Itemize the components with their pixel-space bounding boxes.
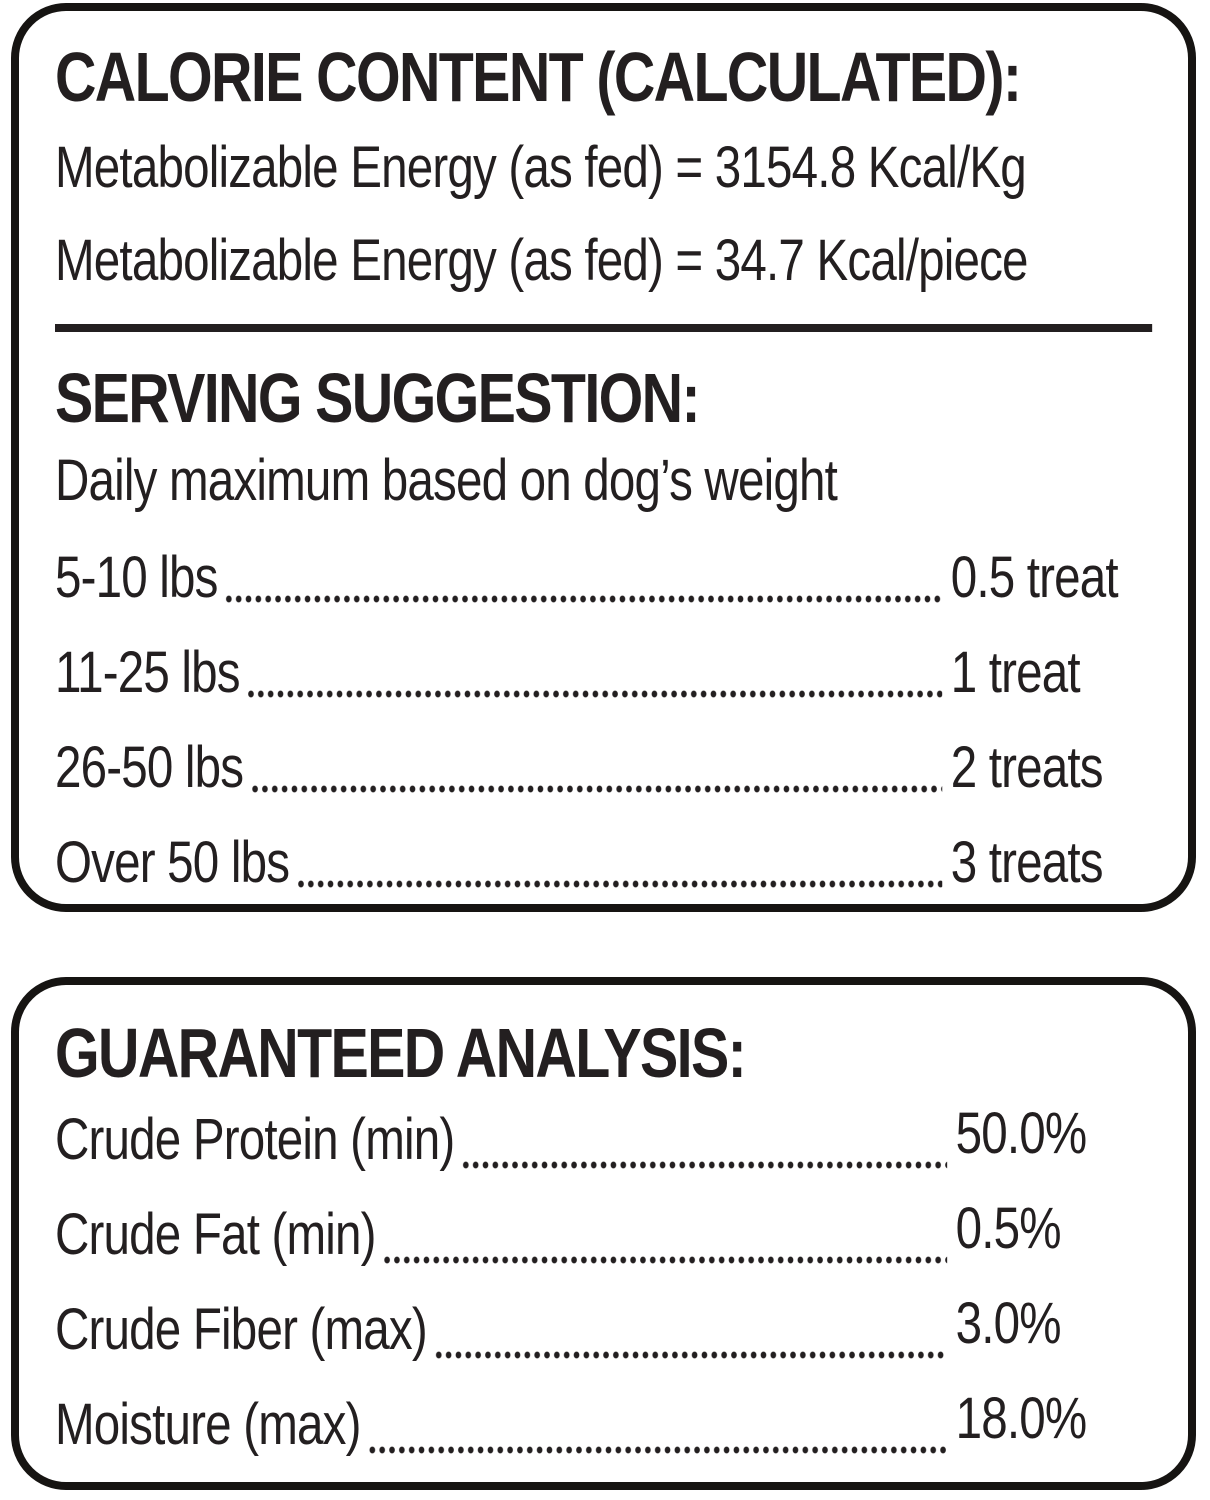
- nutrient-percentage-value: 50.0%: [955, 1101, 1088, 1166]
- weight-range-label: 11-25 lbs: [55, 640, 241, 705]
- section-divider: [55, 324, 1153, 332]
- dot-leader: [433, 1349, 948, 1361]
- treat-count-value: 0.5 treat: [950, 545, 1119, 610]
- nutrient-label: Crude Protein (min): [55, 1107, 455, 1172]
- serving-row: 5-10 lbs 0.5 treat: [55, 544, 1152, 611]
- treat-count-value: 1 treat: [950, 640, 1081, 705]
- calorie-content-panel: CALORIE CONTENT (CALCULATED): Metaboliza…: [11, 3, 1196, 912]
- serving-suggestion-subtitle: Daily maximum based on dog’s weight: [55, 448, 838, 513]
- guaranteed-analysis-title: GUARANTEED ANALYSIS:: [55, 1014, 747, 1092]
- serving-row: Over 50 lbs 3 treats: [55, 829, 1152, 896]
- nutrient-label: Crude Fiber (max): [55, 1297, 428, 1362]
- nutrient-percentage-value: 3.0%: [955, 1291, 1062, 1356]
- serving-suggestion-title: SERVING SUGGESTION:: [55, 359, 701, 437]
- metabolizable-energy-per-kg: Metabolizable Energy (as fed) = 3154.8 K…: [55, 135, 1027, 200]
- dot-leader: [224, 593, 943, 605]
- analysis-row: Crude Protein (min) 50.0%: [55, 1101, 1152, 1173]
- nutrient-percentage-value: 0.5%: [955, 1196, 1062, 1261]
- nutrient-percentage-value: 18.0%: [955, 1386, 1088, 1451]
- nutrient-label: Moisture (max): [55, 1392, 361, 1457]
- weight-range-label: 5-10 lbs: [55, 545, 218, 610]
- dot-leader: [295, 878, 943, 890]
- weight-range-label: 26-50 lbs: [55, 735, 244, 800]
- analysis-row: Crude Fat (min) 0.5%: [55, 1196, 1152, 1268]
- dot-leader: [367, 1444, 948, 1456]
- dot-leader: [246, 688, 943, 700]
- metabolizable-energy-per-piece: Metabolizable Energy (as fed) = 34.7 Kca…: [55, 228, 1029, 293]
- analysis-row: Crude Fiber (max) 3.0%: [55, 1291, 1152, 1363]
- dot-leader: [249, 783, 943, 795]
- dot-leader: [460, 1159, 948, 1171]
- calorie-content-title: CALORIE CONTENT (CALCULATED):: [55, 38, 1022, 116]
- serving-row: 11-25 lbs 1 treat: [55, 639, 1152, 706]
- dot-leader: [382, 1254, 948, 1266]
- serving-row: 26-50 lbs 2 treats: [55, 734, 1152, 801]
- weight-range-label: Over 50 lbs: [55, 830, 290, 895]
- treat-count-value: 2 treats: [950, 735, 1104, 800]
- guaranteed-analysis-panel: GUARANTEED ANALYSIS: Crude Protein (min)…: [11, 977, 1196, 1490]
- treat-count-value: 3 treats: [950, 830, 1104, 895]
- analysis-row: Moisture (max) 18.0%: [55, 1386, 1152, 1458]
- nutrient-label: Crude Fat (min): [55, 1202, 377, 1267]
